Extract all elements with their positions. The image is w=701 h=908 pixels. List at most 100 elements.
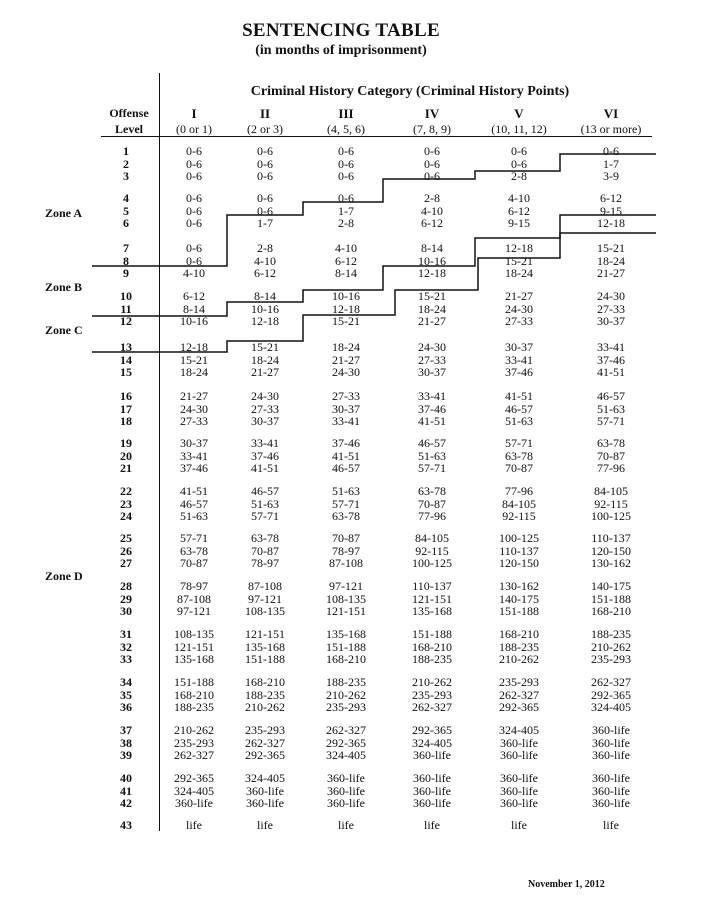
- sentence-range-cell: 10-16: [418, 253, 446, 268]
- sentence-range-cell: 121-151: [245, 627, 285, 641]
- sentence-range-cell: 108-135: [326, 591, 366, 606]
- sentence-range-cell: 27-33: [597, 301, 625, 316]
- sentence-range-cell: 0-6: [257, 144, 273, 158]
- sentence-range-cell: 210-262: [326, 687, 366, 702]
- offense-level: 2: [123, 156, 129, 171]
- sentence-range-cell: 0-6: [511, 156, 527, 171]
- sentence-range-cell: 235-293: [174, 735, 214, 750]
- offense-level: 3: [123, 169, 129, 183]
- sentence-range-cell: 27-33: [505, 314, 533, 328]
- sentence-range-cell: 1-7: [338, 203, 354, 218]
- sentence-range-cell: 4-10: [254, 253, 276, 268]
- sentence-range-cell: 360-life: [592, 771, 630, 785]
- sentence-range-cell: 0-6: [186, 241, 202, 255]
- sentence-range-cell: 84-105: [502, 496, 536, 511]
- sentence-range-cell: 21-27: [505, 289, 533, 303]
- sentence-range-cell: 37-46: [505, 365, 533, 379]
- sentence-range-cell: 130-162: [499, 579, 539, 593]
- sentence-range-cell: 70-87: [180, 556, 208, 570]
- sentence-range-cell: 0-6: [186, 216, 202, 230]
- sentence-range-cell: 324-405: [174, 783, 214, 798]
- zone-d-label: Zone D: [45, 569, 83, 583]
- sentence-range-cell: 15-21: [332, 314, 360, 328]
- offense-level: 12: [120, 314, 132, 328]
- sentence-range-cell: 360-life: [592, 796, 630, 810]
- sentence-range-cell: 324-405: [591, 700, 631, 714]
- sentence-range-cell: 6-12: [421, 216, 443, 230]
- sentence-range-cell: 360-life: [500, 771, 538, 785]
- sentence-range-cell: 0-6: [338, 169, 354, 183]
- sentence-range-cell: 292-365: [174, 771, 214, 785]
- sentence-range-cell: 262-327: [412, 700, 452, 714]
- sentence-range-cell: 57-71: [597, 414, 625, 428]
- sentence-range-cell: life: [424, 818, 440, 832]
- sentence-range-cell: 57-71: [418, 461, 446, 475]
- sentence-range-cell: 360-life: [327, 771, 365, 785]
- offense-level: 20: [120, 448, 132, 463]
- column-header-points: (0 or 1): [176, 122, 212, 136]
- sentence-range-cell: 110-137: [499, 543, 539, 558]
- offense-level: 1: [123, 144, 129, 158]
- sentence-range-cell: 168-210: [412, 639, 452, 654]
- sentence-range-cell: 12-18: [597, 216, 625, 230]
- offense-level: 31: [120, 627, 132, 641]
- sentence-range-cell: 140-175: [499, 591, 539, 606]
- sentence-range-cell: 12-18: [418, 266, 446, 280]
- sentence-range-cell: 41-51: [180, 484, 208, 498]
- sentence-range-cell: 235-293: [412, 687, 452, 702]
- offense-level: 8: [123, 253, 129, 268]
- offense-level: 9: [123, 266, 129, 280]
- sentence-range-cell: 78-97: [180, 579, 208, 593]
- sentence-range-cell: 210-262: [591, 639, 631, 654]
- sentence-range-cell: 3-9: [603, 169, 619, 183]
- sentence-range-cell: 151-188: [174, 675, 214, 689]
- sentence-range-cell: 4-10: [335, 241, 357, 255]
- sentence-range-cell: 41-51: [418, 414, 446, 428]
- sentence-range-cell: life: [511, 818, 527, 832]
- sentence-range-cell: 360-life: [592, 723, 630, 737]
- sentence-range-cell: 24-30: [418, 340, 446, 354]
- sentence-range-cell: 151-188: [591, 591, 631, 606]
- sentence-range-cell: 168-210: [499, 627, 539, 641]
- sentence-range-cell: 6-12: [254, 266, 276, 280]
- sentence-range-cell: 262-327: [591, 675, 631, 689]
- offense-level: 27: [120, 556, 132, 570]
- sentence-range-cell: 100-125: [591, 509, 631, 523]
- sentence-range-cell: 77-96: [505, 484, 533, 498]
- offense-level: 7: [123, 241, 129, 255]
- sentence-range-cell: life: [603, 818, 619, 832]
- sentence-range-cell: 63-78: [418, 484, 446, 498]
- sentence-range-cell: 6-12: [508, 203, 530, 218]
- offense-level: 14: [120, 352, 132, 367]
- sentence-range-cell: 24-30: [332, 365, 360, 379]
- sentence-range-cell: 57-71: [332, 496, 360, 511]
- sentence-range-cell: 46-57: [180, 496, 208, 511]
- sentence-range-cell: 87-108: [177, 591, 211, 606]
- column-header-numeral: VI: [603, 106, 619, 121]
- sentence-range-cell: 110-137: [412, 579, 452, 593]
- sentence-range-cell: 235-293: [499, 675, 539, 689]
- sentence-range-cell: 6-12: [183, 289, 205, 303]
- sentence-range-cell: 30-37: [597, 314, 625, 328]
- sentence-range-cell: 188-235: [326, 675, 366, 689]
- sentence-range-cell: 292-365: [591, 687, 631, 702]
- sentence-range-cell: 0-6: [186, 144, 202, 158]
- sentence-range-cell: 51-63: [418, 448, 446, 463]
- sentence-range-cell: 0-6: [424, 156, 440, 171]
- sentence-range-cell: 46-57: [505, 401, 533, 416]
- sentence-range-cell: 292-365: [245, 748, 285, 762]
- sentence-range-cell: 140-175: [591, 579, 631, 593]
- sentence-range-cell: 108-135: [245, 604, 285, 618]
- offense-level: 30: [120, 604, 132, 618]
- offense-level: 25: [120, 531, 132, 545]
- sentence-range-cell: 46-57: [251, 484, 279, 498]
- sentence-range-cell: 63-78: [251, 531, 279, 545]
- sentence-range-cell: 46-57: [597, 389, 625, 403]
- offense-level: 5: [123, 203, 129, 218]
- sentence-range-cell: 108-135: [174, 627, 214, 641]
- sentence-range-cell: 135-168: [174, 652, 214, 666]
- offense-level: 26: [120, 543, 132, 558]
- offense-level: 42: [120, 796, 132, 810]
- sentence-range-cell: 51-63: [505, 414, 533, 428]
- sentence-range-cell: 235-293: [326, 700, 366, 714]
